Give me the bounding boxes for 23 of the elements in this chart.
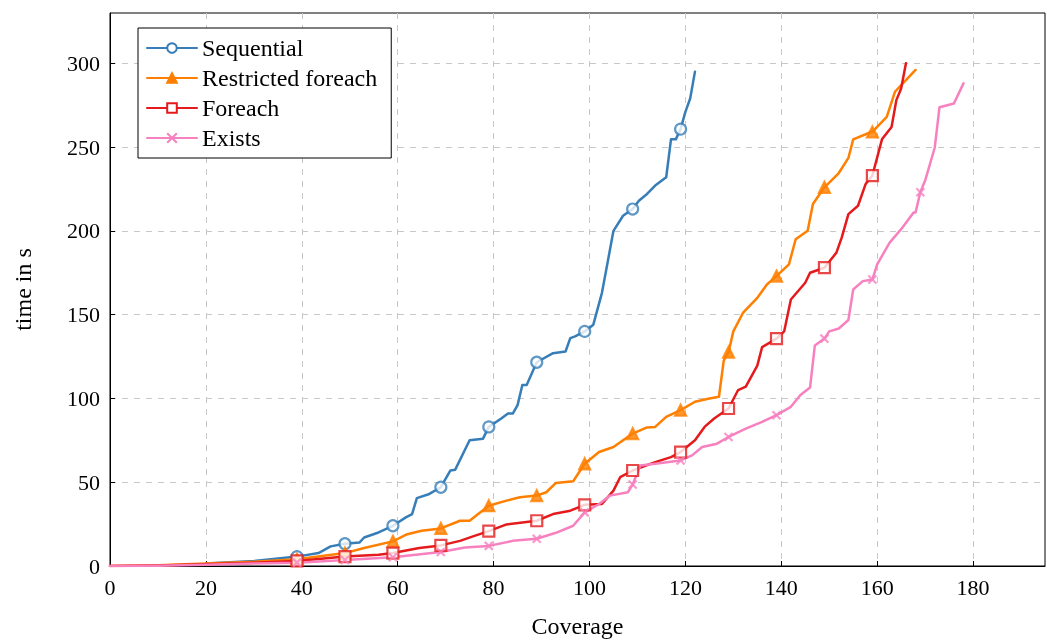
x-tick-label: 120 <box>668 574 702 600</box>
x-tick-label: 60 <box>386 574 409 600</box>
legend-label: Restricted foreach <box>202 65 378 91</box>
y-tick-label: 150 <box>67 302 100 328</box>
x-tick-label: 180 <box>956 574 990 600</box>
y-tick-label: 0 <box>89 553 100 579</box>
x-tick-label: 20 <box>194 574 217 600</box>
legend-label: Foreach <box>202 95 280 121</box>
x-tick-label: 0 <box>104 574 116 600</box>
y-tick-label: 100 <box>67 385 100 411</box>
y-tick-label: 300 <box>67 50 100 76</box>
y-tick-label: 200 <box>67 218 100 244</box>
x-tick-label: 40 <box>290 574 313 600</box>
x-tick-label: 80 <box>482 574 505 600</box>
x-tick-label: 160 <box>860 574 894 600</box>
legend-label: Sequential <box>202 35 304 61</box>
x-axis-title: Coverage <box>531 613 624 639</box>
y-tick-label: 250 <box>67 134 100 160</box>
x-tick-label: 140 <box>764 574 798 600</box>
y-tick-label: 50 <box>78 469 100 495</box>
legend-label: Exists <box>202 125 261 151</box>
x-tick-label: 100 <box>572 574 606 600</box>
y-axis-title: time in s <box>10 248 36 331</box>
